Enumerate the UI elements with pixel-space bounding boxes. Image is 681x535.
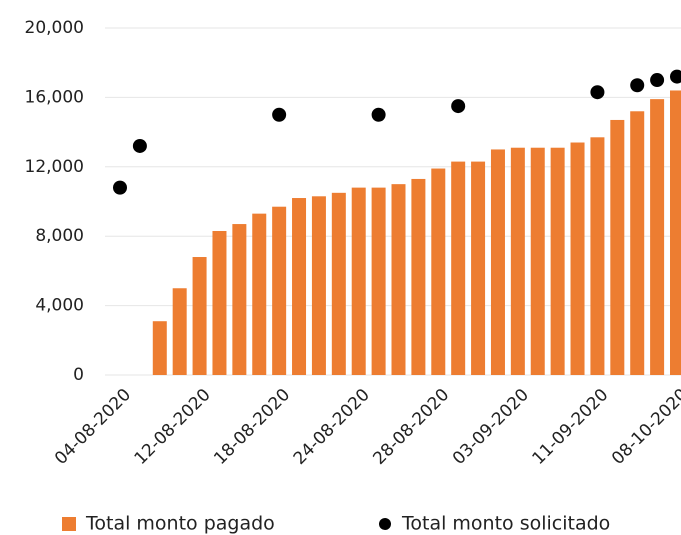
bar [490, 149, 505, 375]
bar [292, 198, 307, 375]
x-tick-label: 03-09-2020 [449, 385, 533, 469]
bar [311, 196, 326, 375]
bar [232, 224, 247, 375]
bar [391, 184, 406, 375]
bar [371, 187, 386, 375]
bar [471, 161, 486, 375]
x-tick-label: 28-08-2020 [369, 385, 453, 469]
bar [630, 111, 645, 375]
bar [451, 161, 466, 375]
y-tick-label: 12,000 [25, 157, 84, 177]
dot [630, 78, 645, 93]
dot [590, 85, 605, 100]
bar [252, 213, 267, 375]
bar [212, 230, 227, 375]
bar [431, 168, 446, 375]
dot [371, 107, 386, 122]
bar [610, 119, 625, 375]
x-tick-label: 04-08-2020 [51, 385, 135, 469]
legend-marker [379, 518, 391, 530]
bar [530, 147, 545, 375]
bar [272, 206, 287, 375]
bar [570, 142, 585, 375]
bar [510, 147, 525, 375]
legend-marker [62, 517, 76, 531]
x-tick-label: 08-10-2020 [608, 385, 681, 469]
bar [411, 178, 426, 375]
bar [172, 288, 187, 375]
dot [272, 107, 287, 122]
y-tick-label: 16,000 [25, 87, 84, 107]
dot [451, 99, 466, 114]
y-tick-label: 8,000 [35, 226, 84, 246]
dot [670, 69, 681, 84]
y-tick-label: 4,000 [35, 296, 84, 316]
y-tick-label: 20,000 [25, 18, 84, 38]
x-tick-label: 18-08-2020 [210, 385, 294, 469]
legend-label: Total monto solicitado [401, 513, 610, 535]
bar [670, 90, 681, 376]
legend-label: Total monto pagado [85, 513, 275, 535]
bar [192, 257, 207, 375]
x-tick-label: 11-09-2020 [528, 385, 612, 469]
bar [650, 99, 665, 375]
bar [351, 187, 366, 375]
dot [650, 73, 665, 88]
x-tick-label: 12-08-2020 [131, 385, 215, 469]
bar [550, 147, 565, 375]
dot [132, 138, 147, 153]
x-tick-label: 24-08-2020 [290, 385, 374, 469]
bar [331, 192, 346, 375]
dot [113, 180, 127, 195]
bar [152, 321, 167, 375]
y-tick-label: 0 [73, 365, 84, 385]
bar [590, 137, 605, 375]
